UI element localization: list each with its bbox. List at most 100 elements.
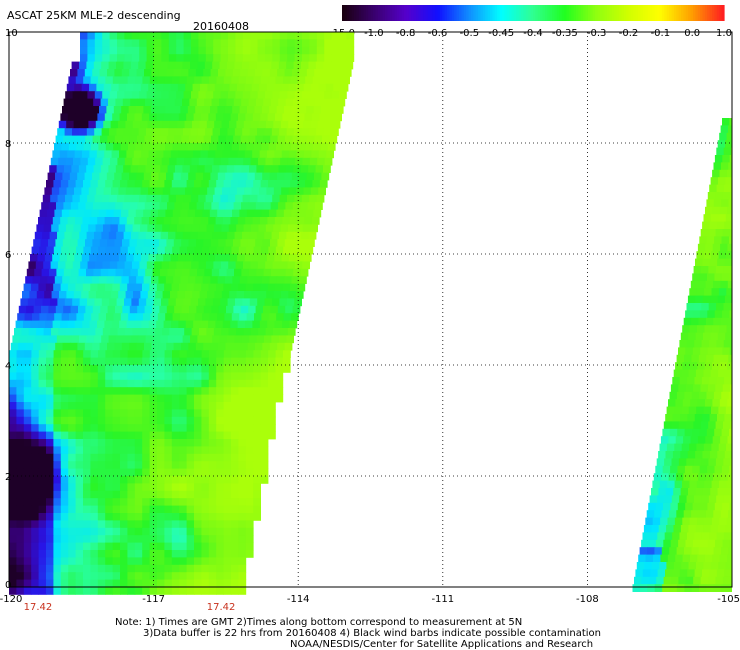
swath-pixel bbox=[248, 305, 256, 314]
swath-pixel bbox=[144, 342, 152, 351]
swath-pixel bbox=[253, 387, 261, 395]
swath-pixel bbox=[90, 387, 99, 395]
swath-pixel bbox=[40, 342, 49, 351]
swath-pixel bbox=[126, 320, 135, 329]
swath-pixel bbox=[687, 414, 696, 422]
swath-pixel bbox=[90, 365, 99, 373]
swath-pixel bbox=[178, 113, 187, 122]
swath-pixel bbox=[245, 320, 253, 329]
swath-pixel bbox=[75, 483, 84, 492]
swath-pixel bbox=[9, 572, 17, 580]
swath-pixel bbox=[201, 379, 210, 388]
swath-pixel bbox=[9, 431, 17, 440]
swath-pixel bbox=[140, 83, 149, 92]
swath-pixel bbox=[248, 268, 257, 277]
swath-pixel bbox=[186, 394, 195, 403]
swath-pixel bbox=[60, 564, 69, 573]
swath-pixel bbox=[60, 520, 69, 529]
swath-pixel bbox=[60, 505, 69, 514]
swath-pixel bbox=[65, 194, 73, 203]
swath-pixel bbox=[83, 365, 91, 373]
swath-pixel bbox=[253, 372, 261, 381]
swath-pixel bbox=[83, 431, 91, 440]
swath-pixel bbox=[84, 172, 93, 181]
swath-pixel bbox=[132, 261, 140, 270]
swath-pixel bbox=[221, 157, 229, 166]
swath-pixel bbox=[60, 394, 69, 403]
colorbar-segment bbox=[561, 5, 565, 21]
swath-pixel bbox=[49, 335, 58, 344]
swath-pixel bbox=[194, 379, 202, 388]
swath-pixel bbox=[262, 172, 270, 181]
swath-pixel bbox=[229, 291, 237, 299]
swath-pixel bbox=[31, 557, 39, 566]
swath-pixel bbox=[272, 298, 280, 307]
swath-pixel bbox=[74, 150, 83, 159]
swath-pixel bbox=[262, 342, 271, 351]
swath-pixel bbox=[99, 172, 108, 181]
swath-pixel bbox=[171, 468, 180, 477]
swath-pixel bbox=[253, 76, 262, 85]
swath-pixel bbox=[201, 113, 209, 122]
swath-pixel bbox=[35, 298, 43, 307]
swath-pixel bbox=[249, 128, 258, 136]
swath-pixel bbox=[166, 69, 174, 77]
swath-pixel bbox=[691, 547, 700, 555]
swath-pixel bbox=[75, 446, 84, 455]
swath-pixel bbox=[120, 439, 128, 447]
swath-pixel bbox=[207, 291, 215, 299]
swath-pixel bbox=[210, 342, 219, 351]
swath-pixel bbox=[242, 231, 250, 240]
swath-pixel bbox=[146, 91, 155, 99]
swath-pixel bbox=[187, 106, 196, 114]
swath-pixel bbox=[164, 439, 173, 447]
swath-pixel bbox=[12, 335, 21, 344]
swath-pixel bbox=[9, 350, 17, 358]
swath-pixel bbox=[113, 143, 121, 151]
swath-pixel bbox=[223, 409, 232, 418]
swath-pixel bbox=[78, 165, 87, 173]
swath-pixel bbox=[23, 587, 32, 595]
swath-pixel bbox=[272, 261, 281, 270]
swath-pixel bbox=[194, 313, 203, 321]
swath-pixel bbox=[97, 180, 106, 188]
swath-pixel bbox=[260, 283, 269, 292]
swath-pixel bbox=[16, 527, 25, 536]
swath-pixel bbox=[168, 91, 177, 99]
swath-pixel bbox=[23, 283, 32, 292]
swath-pixel bbox=[201, 461, 210, 469]
swath-pixel bbox=[60, 402, 69, 410]
swath-pixel bbox=[121, 276, 130, 284]
swath-pixel bbox=[91, 143, 99, 151]
swath-pixel bbox=[97, 372, 106, 381]
swath-pixel bbox=[105, 498, 113, 506]
swath-pixel bbox=[36, 224, 45, 233]
swath-pixel bbox=[189, 98, 198, 107]
swath-pixel bbox=[663, 502, 671, 511]
swath-pixel bbox=[23, 372, 32, 381]
swath-pixel bbox=[188, 172, 196, 181]
swath-pixel bbox=[157, 461, 165, 469]
swath-pixel bbox=[88, 187, 97, 196]
swath-pixel bbox=[146, 261, 155, 270]
swath-pixel bbox=[82, 320, 90, 329]
swath-pixel bbox=[110, 120, 119, 129]
swath-pixel bbox=[223, 587, 232, 595]
colorbar-segment bbox=[568, 5, 572, 21]
swath-pixel bbox=[142, 387, 150, 395]
swath-pixel bbox=[657, 532, 666, 541]
swath-pixel bbox=[115, 202, 123, 210]
swath-pixel bbox=[136, 106, 144, 114]
swath-pixel bbox=[17, 313, 25, 321]
swath-pixel bbox=[16, 365, 25, 373]
swath-pixel bbox=[46, 542, 54, 551]
swath-pixel bbox=[691, 354, 700, 363]
swath-pixel bbox=[16, 542, 25, 551]
swath-pixel bbox=[285, 98, 294, 107]
swath-pixel bbox=[157, 416, 165, 425]
colorbar-segment bbox=[549, 5, 553, 21]
swath-pixel bbox=[208, 180, 217, 188]
swath-pixel bbox=[231, 468, 239, 477]
swath-pixel bbox=[120, 416, 128, 425]
swath-pixel bbox=[70, 342, 78, 351]
